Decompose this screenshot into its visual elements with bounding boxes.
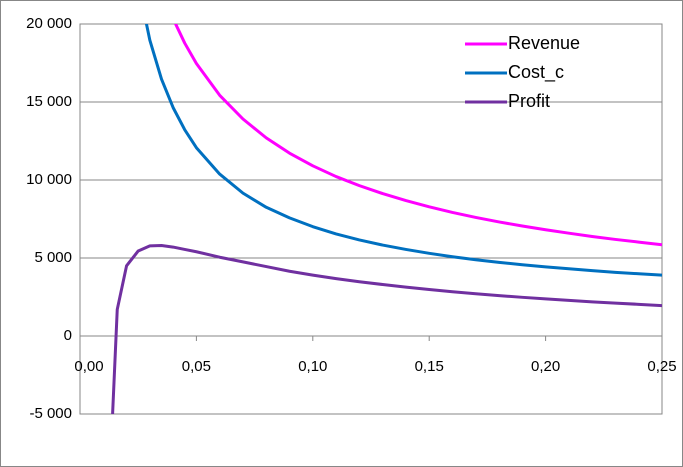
y-tick-label: 20 000: [26, 15, 72, 32]
x-tick-label: 0,25: [647, 358, 676, 375]
legend-label: Revenue: [508, 33, 580, 53]
x-tick-label: 0,15: [415, 358, 444, 375]
y-tick-label: 10 000: [26, 171, 72, 188]
y-tick-label: 0: [64, 327, 72, 344]
legend-label: Profit: [508, 91, 550, 111]
x-tick-label: 0,05: [182, 358, 211, 375]
x-tick-label: 0,00: [74, 358, 103, 375]
series-line: [111, 244, 662, 414]
series-line: [144, 24, 662, 277]
y-tick-label: -5 000: [29, 405, 72, 422]
series-line: [173, 24, 662, 247]
series-group: [111, 24, 662, 414]
x-tick-label: 0,20: [531, 358, 560, 375]
y-tick-label: 5 000: [34, 249, 72, 266]
x-tick-label: 0,10: [298, 358, 327, 375]
legend-label: Cost_c: [508, 62, 564, 83]
y-tick-label: 15 000: [26, 93, 72, 110]
